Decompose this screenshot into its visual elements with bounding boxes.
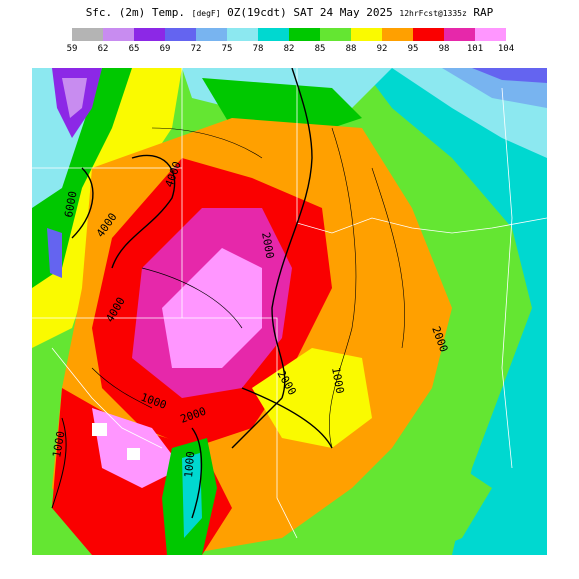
state-borders	[32, 68, 547, 539]
contour-line	[111, 154, 176, 269]
region-southeast-green	[392, 468, 492, 555]
legend-swatch	[320, 28, 351, 41]
legend-tick: 101	[466, 44, 484, 54]
legend-tick: 88	[345, 44, 357, 54]
state-border	[51, 347, 163, 449]
legend-swatch	[475, 28, 506, 41]
contour-line	[191, 427, 203, 519]
legend-tick: 62	[97, 44, 109, 54]
legend-tick: 95	[407, 44, 419, 54]
legend-swatch	[227, 28, 258, 41]
contour-line	[51, 417, 67, 509]
legend-tick: 72	[190, 44, 202, 54]
legend-tick: 85	[314, 44, 326, 54]
legend-tick: 75	[221, 44, 233, 54]
contour-line	[71, 167, 94, 239]
legend-tick: 82	[283, 44, 295, 54]
temperature-map: 6000 4000 4000 2000 2000 1000 2000 1000 …	[32, 68, 547, 555]
region-light-pink	[162, 248, 262, 368]
contour-lines	[51, 68, 405, 519]
legend-swatch	[351, 28, 382, 41]
state-border	[182, 317, 298, 539]
legend-swatch	[72, 28, 103, 41]
contour-line	[91, 367, 153, 409]
legend-tick: 98	[438, 44, 450, 54]
region-far-northeast	[472, 68, 547, 83]
state-border	[501, 87, 513, 469]
legend-tick: 104	[497, 44, 515, 54]
legend-swatch	[134, 28, 165, 41]
region-east-teal	[362, 68, 547, 555]
legend-swatch	[103, 28, 134, 41]
contour-label: 2000	[259, 231, 276, 259]
contour-label: 1000	[50, 430, 67, 458]
legend-swatch	[382, 28, 413, 41]
contour-line	[329, 127, 357, 449]
legend-swatch	[165, 28, 196, 41]
contour-label: 1000	[329, 366, 346, 394]
legend-tick: 92	[376, 44, 388, 54]
legend-tick: 78	[252, 44, 264, 54]
legend-swatch	[258, 28, 289, 41]
map-title: Sfc. (2m) Temp. [degF] 0Z(19cdt) SAT 24 …	[85, 6, 494, 19]
contour-line	[241, 387, 333, 449]
legend-tick: 65	[128, 44, 140, 54]
region-hot-spot	[92, 423, 107, 436]
state-border	[296, 68, 547, 234]
contour-line	[141, 267, 243, 329]
contour-label: 6000	[62, 190, 79, 218]
region-south-teal	[182, 453, 202, 538]
region-hot-spot	[127, 448, 140, 460]
region-west-lavender	[62, 78, 87, 118]
legend-tick: 59	[66, 44, 78, 54]
contour-label: 1000	[182, 451, 197, 479]
legend-tick-labels: 59 62 65 69 72 75 78 82 85 88 92 95 98 101 104	[60, 44, 530, 58]
region-yellow-center	[252, 348, 372, 448]
legend-tick: 69	[159, 44, 171, 54]
contour-line	[271, 68, 313, 399]
region-west-blue-spot	[47, 228, 62, 278]
legend-swatch	[289, 28, 320, 41]
legend-swatch	[196, 28, 227, 41]
legend-swatch	[444, 28, 475, 41]
contour-line	[371, 167, 405, 349]
color-legend	[72, 28, 506, 42]
contour-line	[151, 127, 263, 159]
legend-swatch	[413, 28, 444, 41]
